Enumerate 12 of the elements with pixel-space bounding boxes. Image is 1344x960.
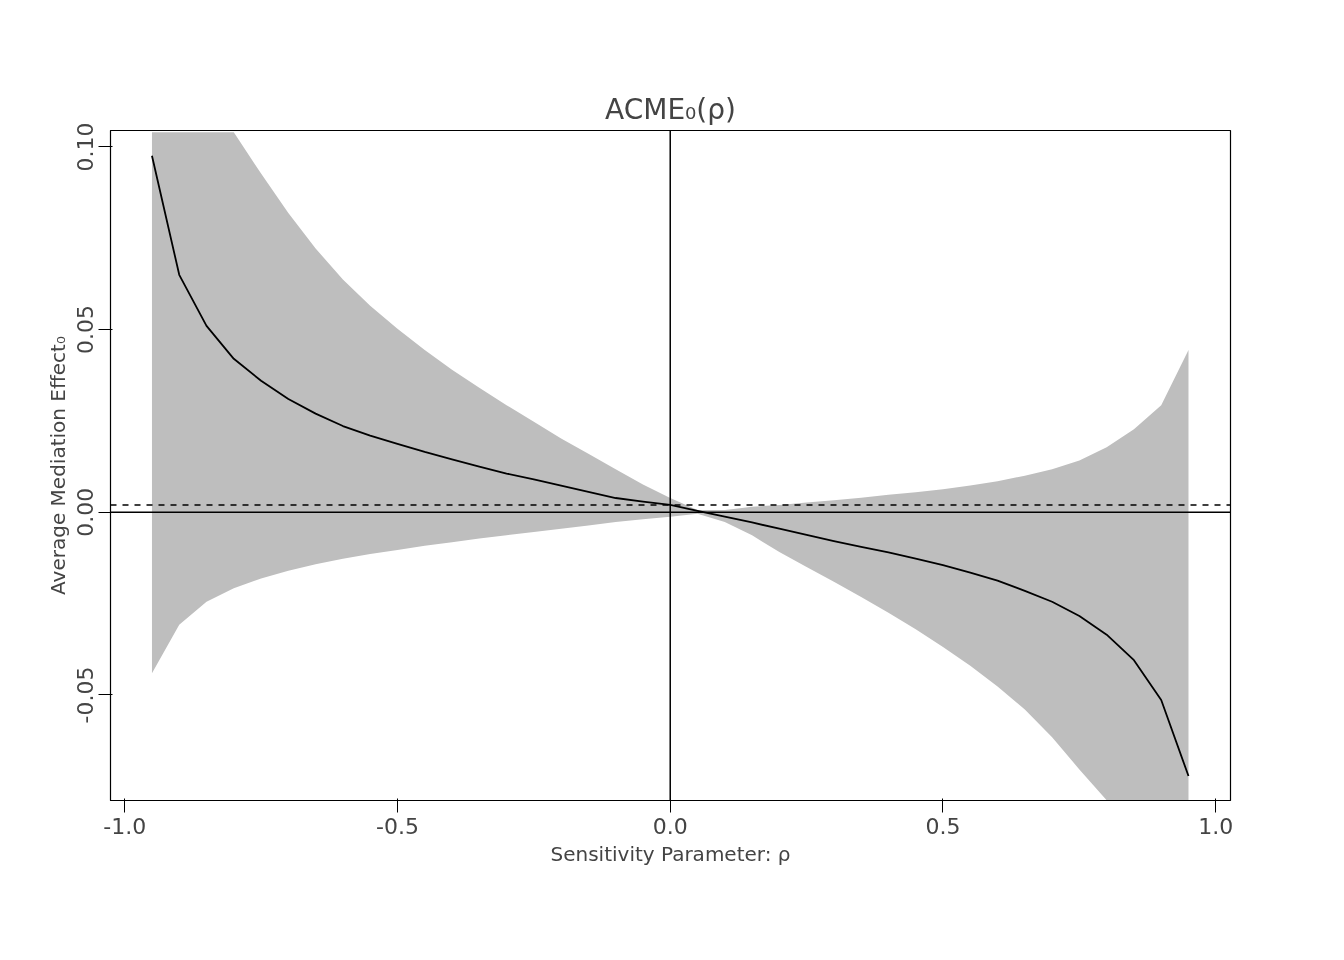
x-tick-label: -0.5 [375, 813, 419, 839]
y-tick-label: 0.05 [73, 305, 99, 355]
y-tick-label: 0.00 [73, 487, 99, 537]
chart-title: ACME₀(ρ) [605, 92, 736, 126]
x-axis-title: Sensitivity Parameter: ρ [550, 841, 791, 866]
x-tick-label: 0.0 [652, 813, 688, 839]
y-tick-label: -0.05 [73, 666, 99, 724]
y-tick-label: 0.10 [73, 122, 99, 172]
y-axis-title: Average Mediation Effect₀ [45, 336, 70, 595]
x-tick-label: 0.5 [925, 813, 961, 839]
x-tick-label: 1.0 [1198, 813, 1234, 839]
x-tick-label: -1.0 [103, 813, 147, 839]
